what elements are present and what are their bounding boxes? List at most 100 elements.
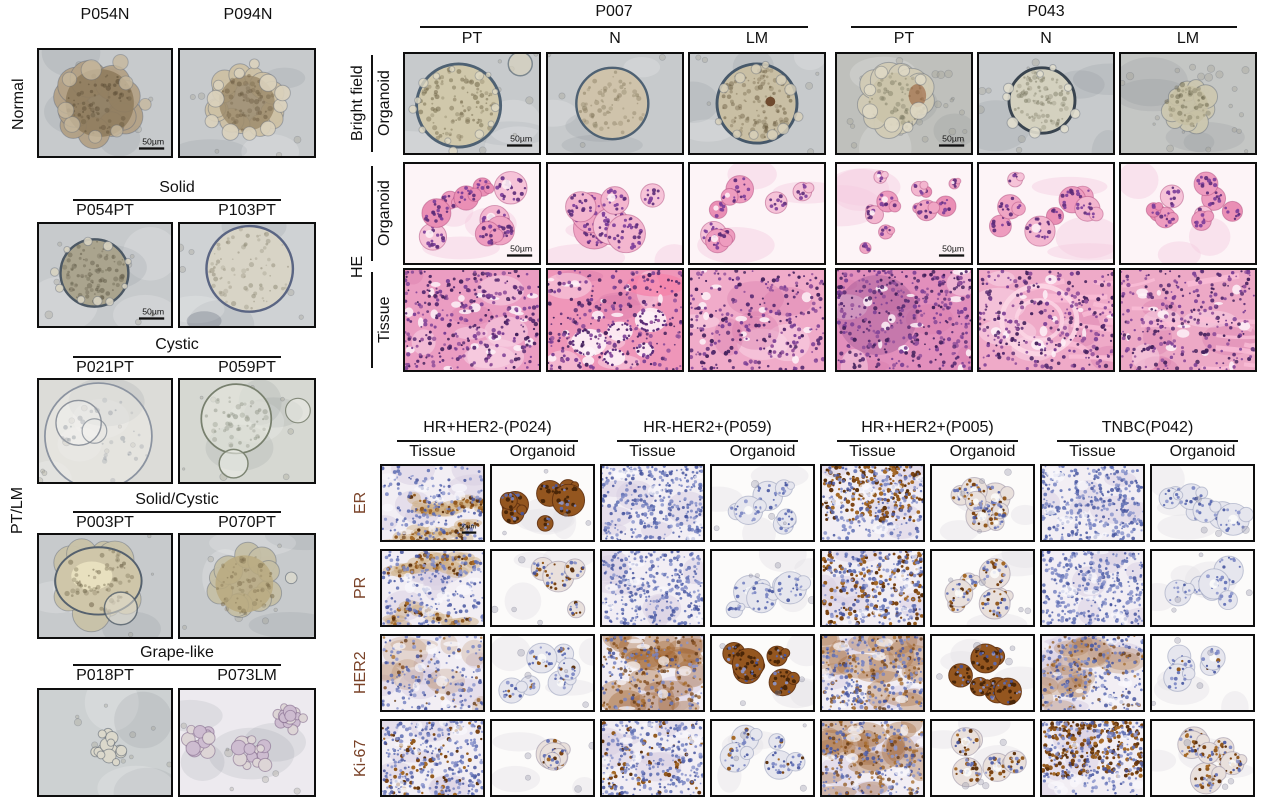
col-label-p043-pt: PT bbox=[893, 30, 915, 47]
ihc-panel-her2-g4-tissue-image bbox=[1042, 636, 1143, 710]
ihc-panel-her2-g1-organoid-image bbox=[492, 636, 593, 710]
col-label-p007-lm: LM bbox=[745, 30, 769, 47]
row-label-bf-organoid: Organoid bbox=[376, 70, 393, 137]
bf-panel-p073lm bbox=[178, 688, 316, 797]
sub-col-organoid-g4: Organoid bbox=[1169, 443, 1236, 460]
sub-col-tissue-g2: Tissue bbox=[629, 443, 676, 460]
panel-label-p059pt: P059PT bbox=[218, 359, 276, 376]
ihc-panel-er-g4-tissue-image bbox=[1042, 466, 1143, 540]
ihc-panel-ki67-g4-organoid-image bbox=[1152, 721, 1253, 795]
ihc-panel-ki67-g2-tissue-image bbox=[602, 721, 703, 795]
he-organoid-panel-p007-pt: 50µm bbox=[403, 162, 541, 265]
ihc-panel-her2-g4-organoid bbox=[1150, 634, 1255, 712]
ihc-panel-er-g4-organoid bbox=[1150, 464, 1255, 542]
bf-panel-p007-lm-image bbox=[690, 54, 824, 153]
panel-label-p070pt: P070PT bbox=[218, 514, 276, 531]
sub-col-tissue-g4: Tissue bbox=[1069, 443, 1116, 460]
he-organoid-panel-p043-lm-image bbox=[1121, 164, 1255, 263]
bf-panel-p059pt bbox=[178, 378, 316, 484]
panel-label-p094n: P094N bbox=[223, 6, 273, 23]
he-tissue-panel-p043-pt bbox=[835, 268, 973, 372]
ihc-panel-ki67-g3-tissue bbox=[820, 719, 925, 797]
ihc-panel-pr-g3-organoid bbox=[930, 549, 1035, 627]
he-organoid-panel-p007-n-image bbox=[548, 164, 682, 263]
he-organoid-panel-p043-n bbox=[977, 162, 1115, 265]
bf-panel-p021pt bbox=[37, 378, 173, 484]
he-tissue-panel-p007-lm-image bbox=[690, 270, 824, 370]
svg-text:50µm: 50µm bbox=[459, 524, 476, 531]
sub-col-organoid-g2: Organoid bbox=[729, 443, 796, 460]
bf-panel-p007-pt: 50µm bbox=[403, 52, 541, 155]
ihc-panel-her2-g3-organoid-image bbox=[932, 636, 1033, 710]
ihc-panel-pr-g1-organoid bbox=[490, 549, 595, 627]
ihc-panel-ki67-g1-organoid bbox=[490, 719, 595, 797]
ihc-panel-her2-g2-organoid-image bbox=[712, 636, 813, 710]
he-tissue-panel-p043-n bbox=[977, 268, 1115, 372]
ihc-panel-ki67-g4-tissue bbox=[1040, 719, 1145, 797]
bf-panel-p043-lm-image bbox=[1121, 54, 1255, 153]
ihc-panel-her2-g3-tissue bbox=[820, 634, 925, 712]
he-organoid-panel-p043-lm bbox=[1119, 162, 1257, 265]
panel-label-p003pt: P003PT bbox=[76, 514, 134, 531]
col-label-p007-pt: PT bbox=[461, 30, 483, 47]
svg-text:50µm: 50µm bbox=[942, 134, 964, 144]
bf-panel-p007-pt-image: 50µm bbox=[405, 54, 539, 153]
sub-col-organoid-g3: Organoid bbox=[949, 443, 1016, 460]
ihc-panel-ki67-g1-tissue-image bbox=[382, 721, 483, 795]
he-organoid-panel-p007-lm-image bbox=[690, 164, 824, 263]
ihc-panel-er-g2-tissue-image bbox=[602, 466, 703, 540]
ihc-panel-er-g2-tissue bbox=[600, 464, 705, 542]
bf-panel-p070pt-image bbox=[180, 535, 314, 637]
divider-bright-field bbox=[371, 55, 373, 152]
ihc-panel-her2-g1-organoid bbox=[490, 634, 595, 712]
bf-panel-p094n-image bbox=[180, 50, 314, 156]
ihc-panel-ki67-g3-organoid-image bbox=[932, 721, 1033, 795]
he-tissue-panel-p007-lm bbox=[688, 268, 826, 372]
ihc-panel-ki67-g1-organoid-image bbox=[492, 721, 593, 795]
underline-cystic bbox=[73, 356, 281, 358]
bf-panel-p054pt: 50µm bbox=[37, 222, 173, 328]
bf-panel-p103pt bbox=[178, 222, 316, 328]
ihc-panel-pr-g1-organoid-image bbox=[492, 551, 593, 625]
underline-p043 bbox=[851, 26, 1237, 28]
ihc-panel-ki67-g2-organoid-image bbox=[712, 721, 813, 795]
ihc-panel-her2-g2-organoid bbox=[710, 634, 815, 712]
underline-g1 bbox=[397, 440, 578, 442]
marker-label-pr: PR bbox=[352, 576, 369, 600]
ihc-panel-er-g3-tissue bbox=[820, 464, 925, 542]
ihc-panel-her2-g4-tissue bbox=[1040, 634, 1145, 712]
sub-col-tissue-g3: Tissue bbox=[849, 443, 896, 460]
ihc-panel-er-g1-tissue-image: 50µm bbox=[382, 466, 483, 540]
ihc-panel-er-g3-tissue-image bbox=[822, 466, 923, 540]
row-label-he-tissue: Tissue bbox=[376, 296, 393, 344]
he-tissue-panel-p007-n bbox=[546, 268, 684, 372]
bf-panel-p043-n bbox=[977, 52, 1115, 155]
group-title-hr-neg-her2-pos: HR-HER2+(P059) bbox=[643, 419, 772, 436]
ihc-panel-pr-g1-tissue bbox=[380, 549, 485, 627]
ihc-panel-pr-g1-tissue-image bbox=[382, 551, 483, 625]
ihc-panel-ki67-g4-tissue-image bbox=[1042, 721, 1143, 795]
ihc-panel-pr-g2-organoid-image bbox=[712, 551, 813, 625]
ihc-panel-her2-g2-tissue bbox=[600, 634, 705, 712]
he-organoid-panel-p043-n-image bbox=[979, 164, 1113, 263]
panel-label-p021pt: P021PT bbox=[76, 359, 134, 376]
bf-panel-p043-pt-image: 50µm bbox=[837, 54, 971, 153]
bf-panel-p094n bbox=[178, 48, 316, 158]
underline-p007 bbox=[420, 26, 808, 28]
he-organoid-panel-p043-pt: 50µm bbox=[835, 162, 973, 265]
divider-he-organoid bbox=[371, 166, 373, 261]
svg-text:50µm: 50µm bbox=[510, 244, 532, 254]
sub-col-organoid-g1: Organoid bbox=[509, 443, 576, 460]
ihc-panel-er-g2-organoid-image bbox=[712, 466, 813, 540]
svg-text:50µm: 50µm bbox=[142, 306, 164, 316]
he-tissue-panel-p007-pt bbox=[403, 268, 541, 372]
underline-g4 bbox=[1057, 440, 1238, 442]
bf-panel-p018pt-image bbox=[39, 690, 171, 795]
he-tissue-panel-p043-pt-image bbox=[837, 270, 971, 370]
bf-panel-p059pt-image bbox=[180, 380, 314, 482]
ihc-panel-pr-g3-organoid-image bbox=[932, 551, 1033, 625]
underline-g2 bbox=[617, 440, 798, 442]
row-label-he: HE bbox=[349, 255, 366, 279]
underline-g3 bbox=[837, 440, 1018, 442]
